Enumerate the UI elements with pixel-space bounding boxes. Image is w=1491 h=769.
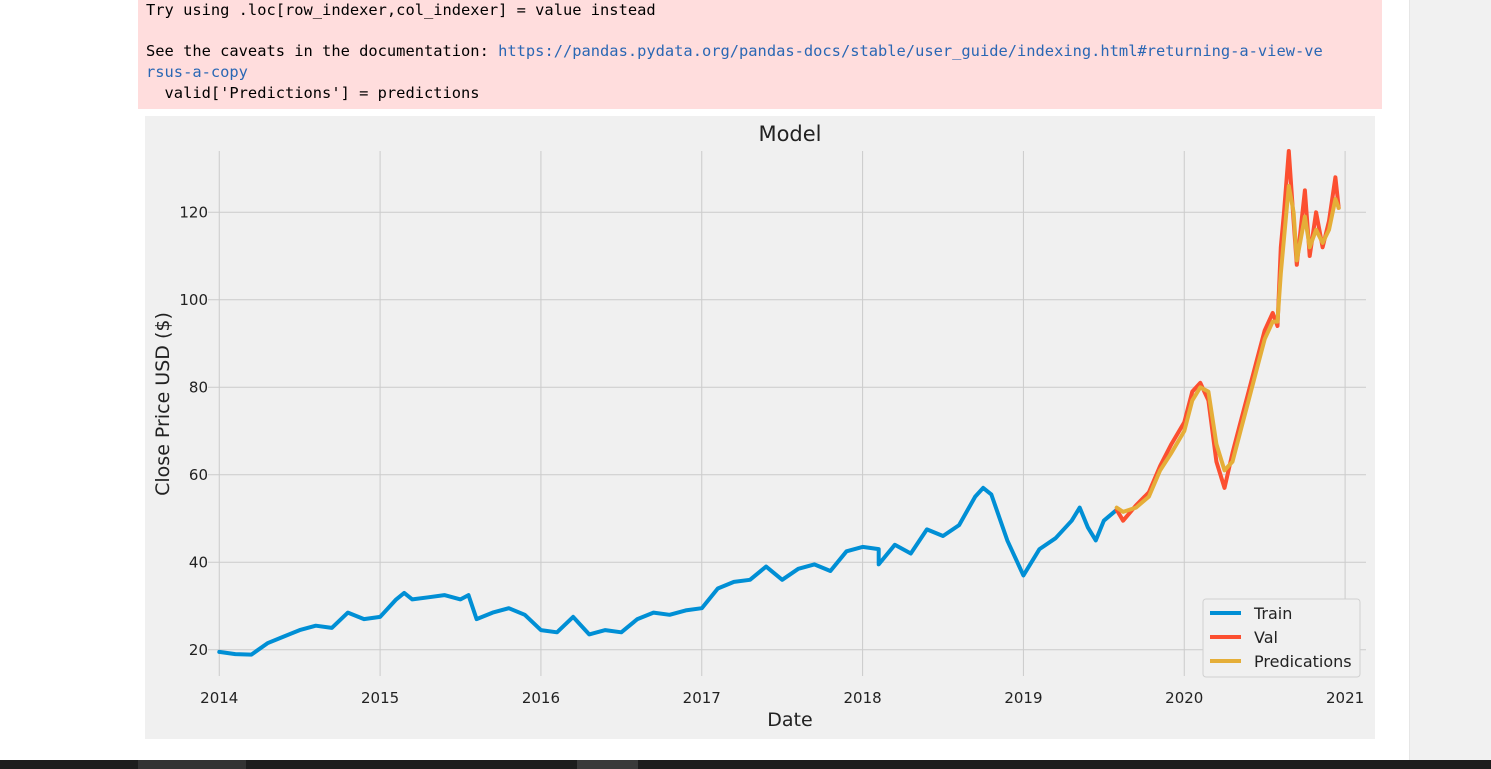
warning-line: Try using .loc[row_indexer,col_indexer] …: [146, 1, 656, 19]
caveats-line: See the caveats in the documentation: ht…: [146, 41, 1374, 62]
legend-label: Val: [1254, 628, 1278, 647]
taskbar-item[interactable]: [138, 760, 246, 769]
y-tick-label: 80: [189, 378, 208, 396]
stderr-output: Try using .loc[row_indexer,col_indexer] …: [138, 0, 1382, 109]
series-line-predications: [1114, 184, 1341, 514]
legend: Train Val Predications: [1202, 598, 1361, 678]
taskbar-item[interactable]: [577, 760, 638, 769]
legend-box: [1202, 598, 1361, 678]
grid: [208, 151, 1366, 676]
series-lines: [217, 149, 1341, 657]
chart-output: 2014 2015 2016 2017 2018 2019 2020 2021 20 40 60 80…: [145, 116, 1375, 739]
series-line-val: [1114, 149, 1341, 523]
line-chart: 2014 2015 2016 2017 2018 2019 2020 2021 20 40 60 80…: [152, 122, 1366, 731]
x-axis-label: Date: [767, 709, 812, 731]
tick-labels: 2014 2015 2016 2017 2018 2019 2020 2021 20 40 60 80…: [179, 203, 1364, 707]
x-tick-label: 2019: [1004, 689, 1042, 707]
x-tick-label: 2021: [1326, 689, 1364, 707]
y-tick-label: 100: [179, 291, 208, 309]
docs-link[interactable]: https://pandas.pydata.org/pandas-docs/st…: [498, 42, 1323, 60]
x-tick-label: 2017: [683, 689, 721, 707]
scroll-gutter: [1409, 0, 1491, 760]
x-tick-label: 2015: [361, 689, 399, 707]
caveats-line-2: rsus-a-copy: [146, 62, 1374, 83]
code-line: valid['Predictions'] = predictions: [146, 84, 480, 102]
x-tick-label: 2016: [522, 689, 560, 707]
legend-label: Predications: [1254, 652, 1352, 671]
caveats-prefix: See the caveats in the documentation:: [146, 42, 499, 60]
taskbar: [0, 760, 1491, 769]
blank-line: [146, 21, 1374, 41]
docs-link-continued[interactable]: rsus-a-copy: [146, 63, 248, 81]
series-line-train: [217, 485, 1119, 657]
y-axis-label: Close Price USD ($): [152, 312, 174, 496]
y-tick-label: 60: [189, 466, 208, 484]
y-tick-label: 20: [189, 641, 208, 659]
x-tick-label: 2018: [843, 689, 881, 707]
chart-title: Model: [758, 122, 821, 146]
legend-label: Train: [1253, 604, 1292, 623]
y-tick-label: 40: [189, 553, 208, 571]
x-tick-label: 2020: [1165, 689, 1203, 707]
y-tick-label: 120: [179, 203, 208, 221]
x-tick-label: 2014: [200, 689, 238, 707]
